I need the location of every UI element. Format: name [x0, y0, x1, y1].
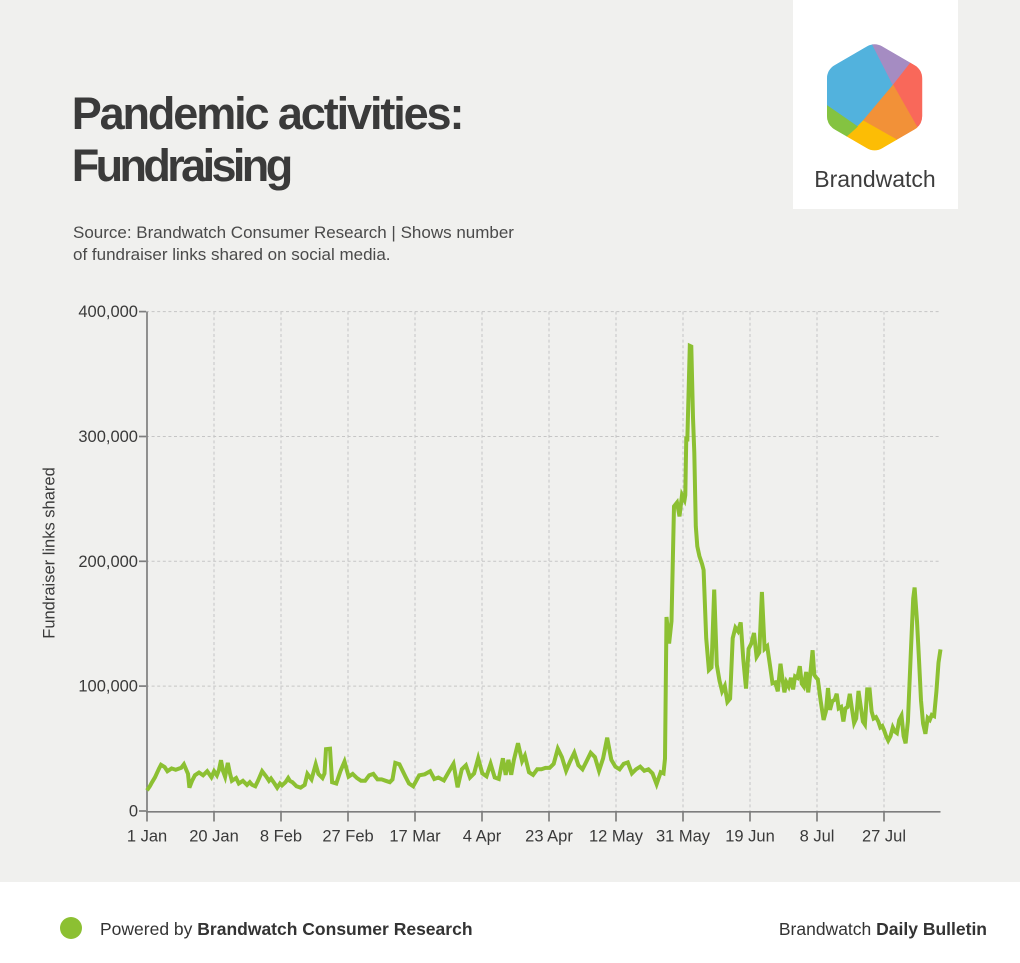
svg-text:12 May: 12 May — [589, 828, 644, 846]
svg-text:17 Mar: 17 Mar — [389, 828, 441, 846]
svg-text:4 Apr: 4 Apr — [463, 828, 502, 846]
svg-text:8 Jul: 8 Jul — [800, 828, 835, 846]
svg-text:1 Jan: 1 Jan — [127, 828, 167, 846]
svg-text:Fundraiser links shared: Fundraiser links shared — [41, 467, 59, 639]
svg-text:19 Jun: 19 Jun — [725, 828, 775, 846]
svg-text:27 Feb: 27 Feb — [322, 828, 373, 846]
svg-text:20 Jan: 20 Jan — [189, 828, 239, 846]
svg-text:8 Feb: 8 Feb — [260, 828, 302, 846]
svg-text:31 May: 31 May — [656, 828, 711, 846]
svg-text:23 Apr: 23 Apr — [525, 828, 573, 846]
svg-text:300,000: 300,000 — [78, 428, 138, 446]
svg-text:0: 0 — [129, 803, 138, 821]
svg-text:200,000: 200,000 — [78, 553, 138, 571]
svg-text:400,000: 400,000 — [78, 303, 138, 321]
svg-text:100,000: 100,000 — [78, 678, 138, 696]
svg-text:27 Jul: 27 Jul — [862, 828, 906, 846]
